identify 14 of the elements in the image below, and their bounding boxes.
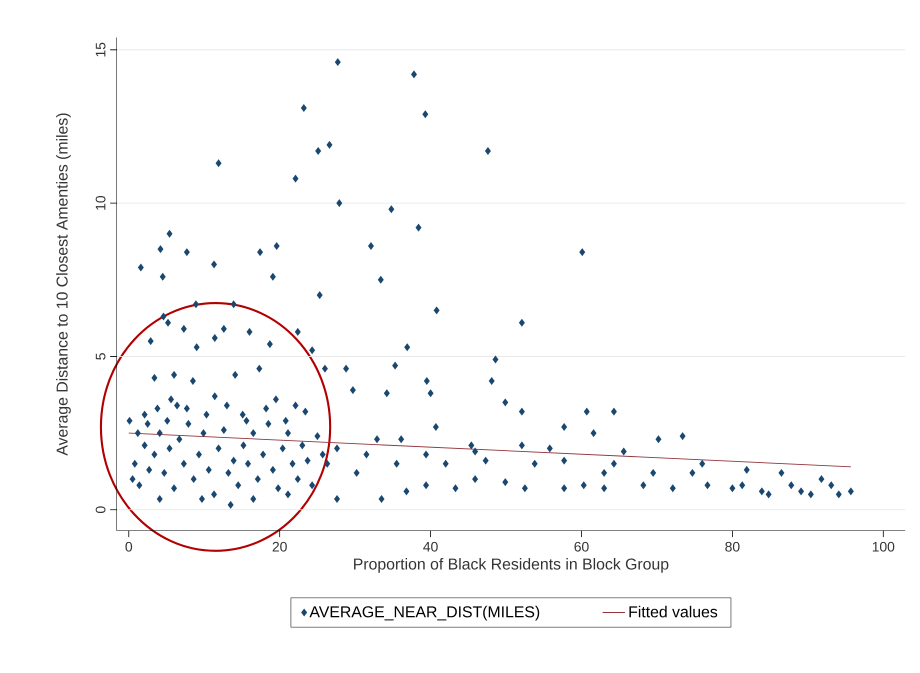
x-tick-label: 60: [574, 542, 589, 552]
y-tick-label: 10: [96, 196, 106, 210]
y-axis-title: Average Distance to 10 Closest Amenties (miles): [56, 114, 71, 456]
x-tick-label: 40: [423, 542, 438, 552]
legend-label: Fitted values: [629, 606, 718, 618]
x-tick-label: 80: [725, 542, 740, 552]
y-tick-label: 0: [96, 506, 106, 514]
x-tick-label: 100: [872, 542, 894, 552]
y-tick-label: 5: [96, 353, 106, 360]
legend-label: AVERAGE_NEAR_DIST(MILES): [309, 606, 540, 621]
y-tick-label: 15: [96, 42, 106, 57]
x-axis-title: Proportion of Black Residents in Block Group: [354, 558, 668, 573]
x-tick-label: 20: [272, 542, 287, 552]
x-tick-label: 0: [125, 542, 132, 552]
